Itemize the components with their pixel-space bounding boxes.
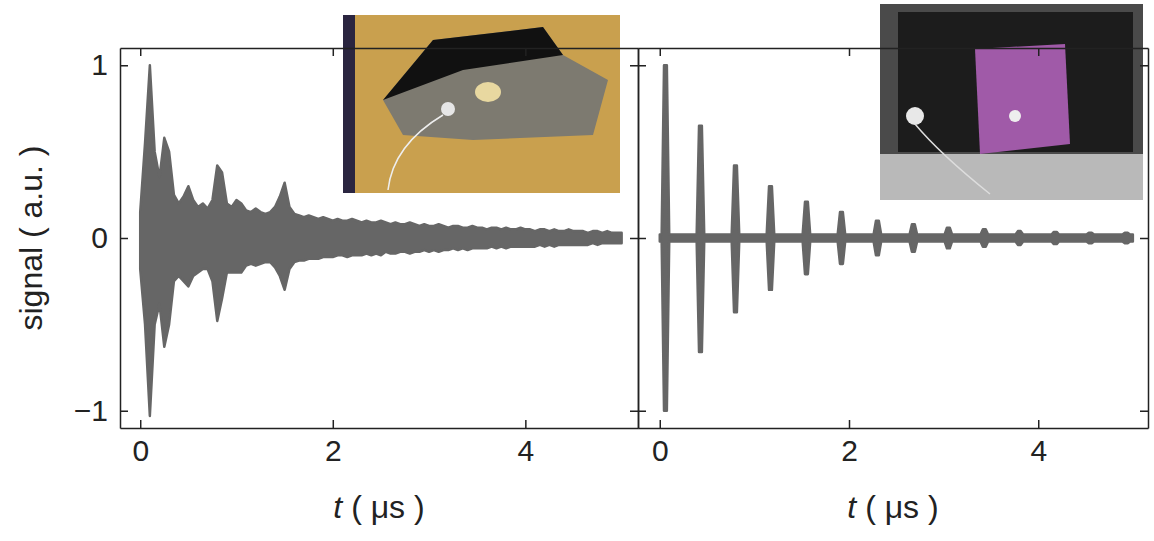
tick: 2 — [325, 420, 342, 467]
y-axis: 1 0 −1 — [74, 48, 128, 428]
x-axis-top — [639, 48, 1149, 56]
tick — [1140, 411, 1148, 412]
tick — [849, 48, 850, 56]
y-axis — [638, 49, 646, 429]
photo-crystal — [383, 27, 608, 140]
panel: 0 2 4 t ( μs ) — [638, 4, 1149, 525]
tick — [525, 48, 526, 56]
tick-mark — [849, 420, 851, 428]
tick-label: 0 — [132, 434, 149, 467]
y-axis-title: signal ( a.u. ) — [13, 146, 49, 331]
tick-mark — [525, 48, 527, 56]
x-axis-title: t ( μs ) — [847, 489, 938, 525]
tick — [1038, 48, 1039, 56]
tick-label: 0 — [91, 221, 108, 254]
x-axis: 0 2 4 — [639, 420, 1149, 467]
x-axis-title: t ( μs ) — [333, 489, 424, 525]
tick-label: 4 — [1030, 434, 1047, 467]
axis-line — [121, 48, 639, 50]
tick-mark — [630, 238, 638, 240]
y-axis-right — [630, 49, 639, 429]
tick — [333, 48, 334, 56]
tick-mark — [140, 420, 142, 428]
x-axis-top — [121, 48, 639, 56]
tick-mark — [120, 65, 128, 67]
tick-mark — [849, 48, 851, 56]
tick-label: −1 — [74, 394, 108, 427]
x-axis: 0 2 4 — [121, 420, 639, 467]
x-axis-title-part: ( μs ) — [342, 489, 424, 525]
chart-canvas: 0 2 4 1 0 −1 t ( μs ) signal ( a.u. ) 0 2 4 t ( μs … — [0, 0, 1154, 541]
tick — [1140, 238, 1148, 239]
tick: −1 — [74, 394, 128, 427]
tick: 4 — [1030, 420, 1047, 467]
tick — [638, 65, 646, 66]
photo-contact — [906, 107, 924, 125]
y-axis-right — [1140, 49, 1149, 429]
inset-photo — [343, 15, 620, 193]
photo-ground — [880, 4, 1143, 200]
tick-mark — [1140, 238, 1148, 240]
photo-crystal-top — [383, 27, 563, 100]
tick — [638, 238, 646, 239]
tick: 0 — [91, 221, 128, 254]
photo-wire — [915, 124, 990, 194]
x-axis-title-part: ( μs ) — [856, 489, 938, 525]
tick-label: 1 — [91, 48, 108, 81]
tick-mark — [1140, 410, 1148, 412]
photo-wire — [388, 115, 443, 190]
axis-line — [121, 428, 639, 430]
tick — [638, 411, 646, 412]
tick-mark — [638, 238, 646, 240]
tick-label: 0 — [652, 434, 669, 467]
tick-mark — [630, 65, 638, 67]
tick: 0 — [132, 420, 149, 467]
tick: 1 — [91, 48, 128, 81]
tick-mark — [660, 48, 662, 56]
tick-mark — [333, 420, 335, 428]
tick: 2 — [841, 420, 858, 467]
tick — [1140, 65, 1148, 66]
tick: 4 — [518, 420, 535, 467]
photo-contact — [475, 82, 501, 102]
tick-mark — [120, 410, 128, 412]
panel: 0 2 4 1 0 −1 t ( μs ) signal ( a.u. ) — [13, 15, 639, 525]
tick-mark — [1038, 48, 1040, 56]
photo-ground — [343, 15, 620, 193]
tick: 0 — [652, 420, 669, 467]
tick-label: 2 — [325, 434, 342, 467]
tick — [630, 238, 638, 239]
photo-contact — [441, 102, 455, 116]
tick-label: 2 — [841, 434, 858, 467]
tick-mark — [140, 48, 142, 56]
tick-label: 4 — [518, 434, 535, 467]
tick — [140, 48, 141, 56]
photo-edge — [343, 15, 355, 193]
tick-mark — [660, 420, 662, 428]
axis-line — [639, 48, 1149, 50]
tick-mark — [638, 410, 646, 412]
tick-mark — [333, 48, 335, 56]
tick — [630, 411, 638, 412]
tick-mark — [120, 238, 128, 240]
tick-mark — [630, 410, 638, 412]
photo-contact — [1009, 110, 1021, 122]
inset-photo — [880, 4, 1143, 200]
tick — [630, 65, 638, 66]
tick-mark — [525, 420, 527, 428]
tick-mark — [1038, 420, 1040, 428]
axis-line — [639, 428, 1149, 430]
tick-mark — [638, 65, 646, 67]
photo-base — [880, 154, 1143, 200]
tick — [660, 48, 661, 56]
tick-mark — [1140, 65, 1148, 67]
photo-film — [975, 44, 1070, 154]
